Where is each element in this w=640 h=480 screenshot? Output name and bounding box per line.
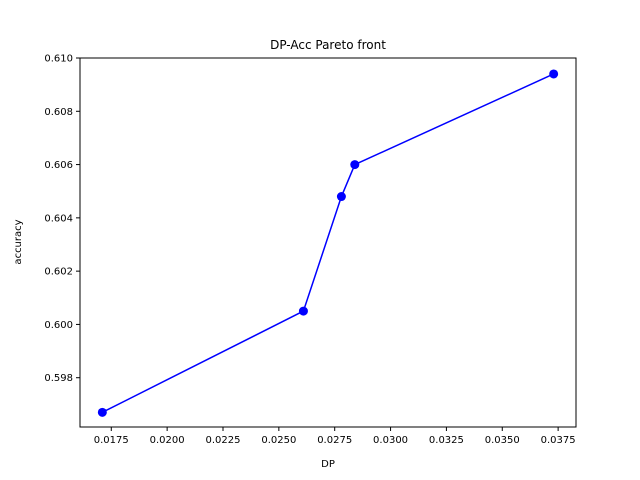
x-tick-label: 0.0200 bbox=[150, 435, 185, 446]
y-tick-label: 0.610 bbox=[44, 54, 73, 65]
y-axis-ticks: 0.598 0.600 0.602 0.604 0.606 0.608 0.610 bbox=[44, 54, 80, 384]
y-tick-label: 0.598 bbox=[44, 373, 73, 384]
x-tick-label: 0.0175 bbox=[94, 435, 129, 446]
x-axis-label: DP bbox=[321, 459, 335, 470]
y-tick-label: 0.602 bbox=[44, 267, 73, 278]
x-axis-ticks: 0.0175 0.0200 0.0225 0.0250 0.0275 0.0300 0.03… bbox=[94, 427, 576, 446]
x-tick-label: 0.0325 bbox=[429, 435, 464, 446]
chart-title: DP-Acc Pareto front bbox=[270, 38, 386, 52]
x-tick-label: 0.0275 bbox=[317, 435, 352, 446]
data-point-marker bbox=[350, 160, 360, 170]
x-tick-label: 0.0250 bbox=[261, 435, 296, 446]
data-point-marker bbox=[298, 306, 308, 316]
x-tick-label: 0.0350 bbox=[485, 435, 520, 446]
plot-frame bbox=[79, 57, 577, 428]
y-tick-label: 0.606 bbox=[44, 160, 73, 171]
y-axis-label: accuracy bbox=[13, 219, 24, 264]
y-tick-label: 0.608 bbox=[44, 107, 73, 118]
series-layer bbox=[97, 69, 559, 417]
y-tick-label: 0.604 bbox=[44, 213, 73, 224]
y-tick-label: 0.600 bbox=[44, 320, 73, 331]
x-tick-label: 0.0375 bbox=[541, 435, 576, 446]
x-tick-label: 0.0300 bbox=[373, 435, 408, 446]
data-point-marker bbox=[549, 69, 559, 79]
x-tick-label: 0.0225 bbox=[205, 435, 240, 446]
data-point-marker bbox=[97, 407, 107, 417]
data-point-marker bbox=[336, 192, 346, 202]
